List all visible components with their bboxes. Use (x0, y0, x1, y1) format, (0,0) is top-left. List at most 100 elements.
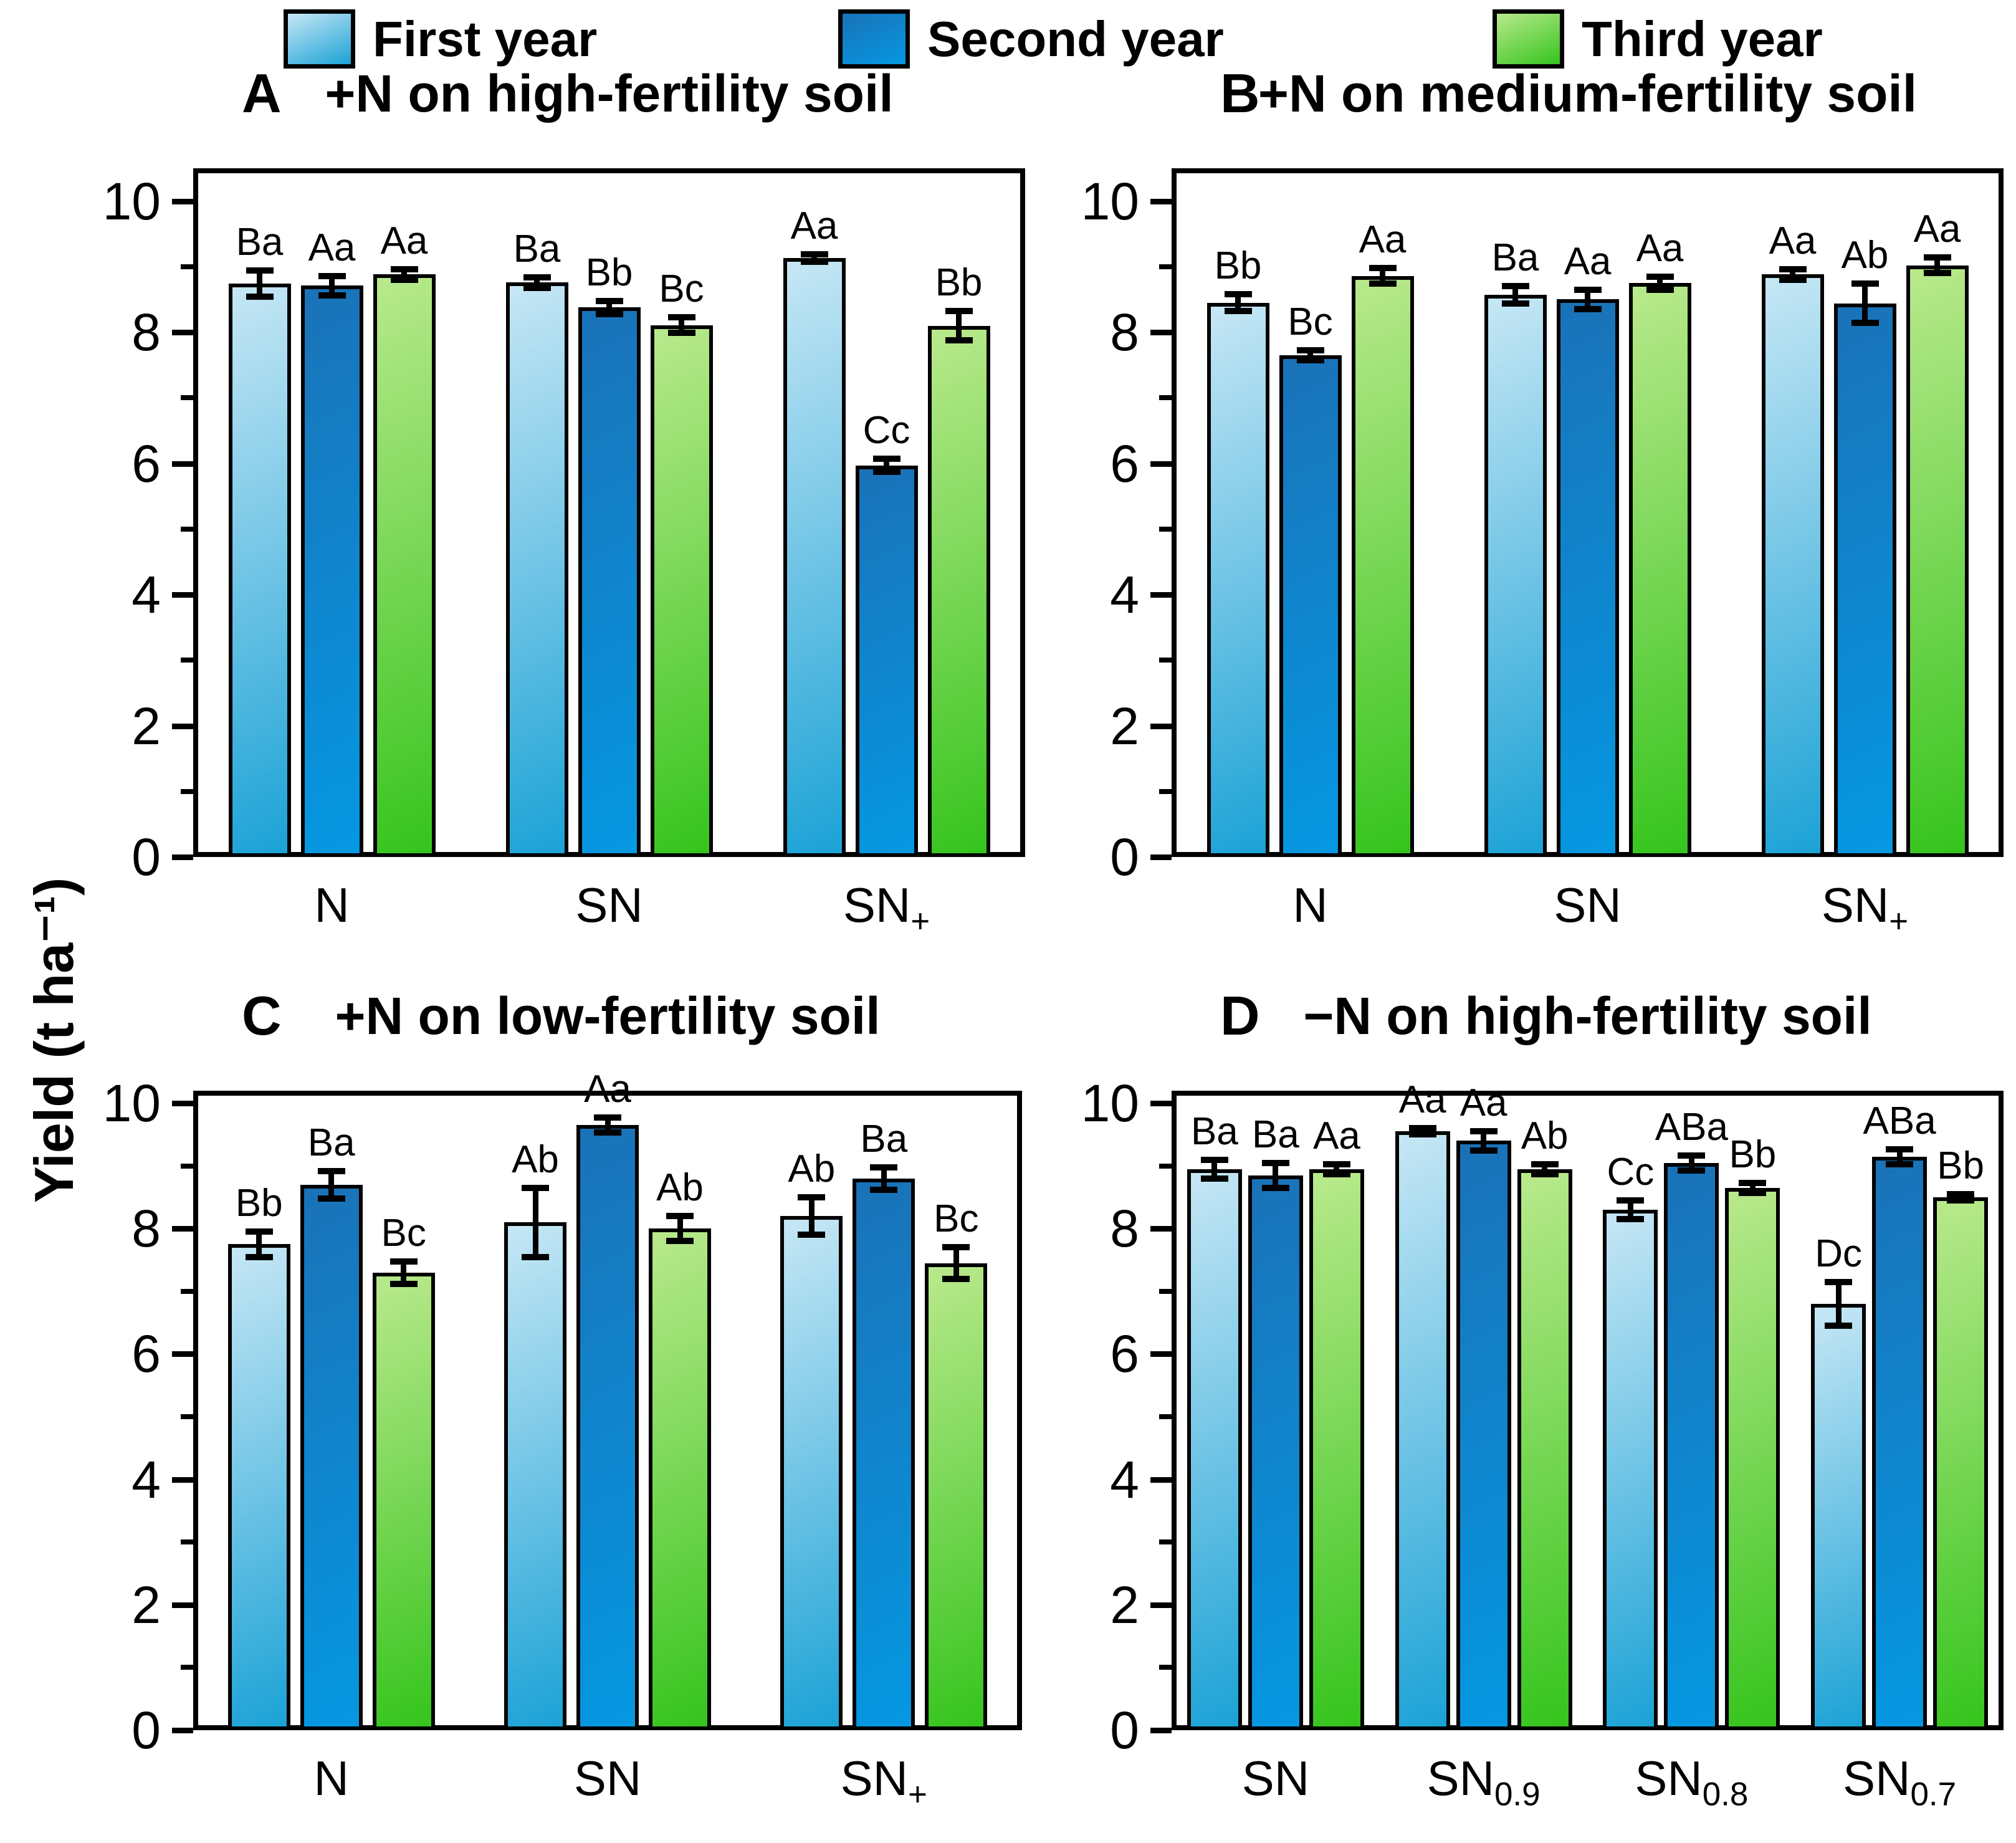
error-bar-cap-bottom (245, 1253, 273, 1260)
significance-label: Ab (512, 1137, 559, 1181)
error-bar-cap-bottom (1574, 306, 1602, 313)
significance-label: Aa (1398, 1078, 1446, 1122)
bar-second-year (300, 285, 363, 857)
y-minor-tick (181, 395, 193, 401)
error-bar-cap-bottom (1531, 1170, 1559, 1177)
error-bar-cap-bottom (390, 276, 418, 283)
bar-second-year (1833, 303, 1896, 857)
y-tick-label: 2 (1110, 1575, 1139, 1634)
error-bar-cap-bottom (523, 284, 551, 291)
error-bar-cap-bottom (942, 1275, 970, 1282)
bar-first-year (228, 284, 291, 857)
error-bar-cap-bottom (1851, 320, 1879, 327)
error-bar-cap-top (246, 267, 274, 274)
error-bar-stem (401, 1261, 407, 1284)
x-group-label: SN (1554, 878, 1622, 932)
error-bar-stem (1512, 286, 1518, 304)
y-major-tick (1150, 854, 1172, 860)
y-major-tick (172, 1351, 193, 1357)
y-major-tick (172, 1477, 193, 1483)
error-bar-cap-top (1261, 1159, 1289, 1166)
x-group-label: SN0.8 (1635, 1751, 1749, 1813)
panel-a-letter: A (242, 62, 282, 124)
significance-label: Aa (308, 226, 356, 269)
y-minor-tick (1159, 1539, 1172, 1545)
y-tick-label: 0 (131, 828, 161, 886)
x-group-label: SN (1241, 1751, 1310, 1806)
y-minor-tick (181, 1414, 193, 1420)
y-minor-tick (1159, 395, 1172, 401)
x-group-label: N (1292, 878, 1328, 932)
significance-label: Aa (790, 204, 838, 247)
y-major-tick (172, 198, 193, 204)
bar-second-year (578, 307, 641, 857)
significance-label: Ba (513, 227, 561, 270)
significance-label: Ba (860, 1117, 908, 1161)
significance-label: Aa (1769, 219, 1817, 263)
x-group-label-subscript: 0.7 (1910, 1776, 1957, 1813)
y-tick-label: 0 (1110, 1701, 1139, 1759)
error-bar-cap-bottom (1825, 1323, 1853, 1329)
y-tick-label: 2 (131, 696, 161, 755)
error-bar-cap-bottom (522, 1253, 549, 1260)
significance-label: Aa (1312, 1114, 1360, 1157)
significance-label: Bb (235, 1182, 283, 1225)
y-tick-label: 8 (131, 1199, 161, 1258)
y-minor-tick (181, 526, 193, 532)
error-bar-cap-bottom (1369, 280, 1397, 287)
bar-third-year (373, 274, 436, 857)
error-bar-cap-top (1617, 1197, 1645, 1204)
y-tick-label: 2 (131, 1575, 161, 1634)
error-bar-stem (1420, 1128, 1426, 1135)
y-minor-tick (181, 264, 193, 269)
y-major-tick (1150, 723, 1172, 729)
y-tick-label: 6 (131, 1324, 161, 1384)
error-bar-stem (401, 269, 407, 280)
bar-first-year (1395, 1131, 1450, 1730)
y-minor-tick (1159, 264, 1172, 269)
error-bar-cap-top (666, 1213, 694, 1220)
error-bar-cap-top (1851, 280, 1879, 287)
significance-label: Aa (1459, 1081, 1507, 1125)
bar-third-year (927, 325, 990, 857)
y-minor-tick (181, 788, 193, 794)
error-bar-cap-top (800, 251, 828, 257)
y-tick-label: 4 (131, 1450, 161, 1509)
error-bar-cap-top (872, 456, 901, 462)
y-tick-label: 6 (131, 434, 161, 493)
panel-b-letter: B (1220, 62, 1260, 124)
error-bar-cap-top (522, 1184, 549, 1191)
y-tick-label: 10 (102, 1074, 161, 1133)
significance-label: Ba (236, 221, 284, 264)
significance-label: Ba (1251, 1113, 1299, 1156)
panel-b-title: +N on medium-fertility soil (1258, 64, 1918, 123)
y-axis-title: Yield (t ha⁻¹) (23, 877, 85, 1203)
y-major-tick (172, 1602, 193, 1608)
error-bar-stem (329, 275, 335, 296)
error-bar-cap-top (1469, 1128, 1498, 1135)
error-bar-cap-top (1923, 254, 1951, 261)
error-bar-cap-bottom (1408, 1131, 1436, 1138)
error-bar-cap-top (798, 1194, 826, 1200)
legend-item-second-year: Second year (838, 9, 1224, 69)
y-minor-tick (181, 658, 193, 663)
bar-first-year (1603, 1210, 1658, 1730)
bar-second-year (853, 1178, 915, 1730)
bar-second-year (300, 1184, 363, 1730)
error-bar-stem (1835, 1281, 1842, 1326)
error-bar-cap-top (318, 272, 346, 279)
significance-label: Aa (380, 219, 428, 263)
significance-label: Aa (1636, 226, 1684, 270)
error-bar-cap-top (594, 1114, 621, 1121)
y-major-tick (1150, 1477, 1172, 1483)
significance-label: Ba (1190, 1109, 1238, 1153)
y-major-tick (1150, 592, 1172, 598)
error-bar-cap-top (1779, 266, 1807, 273)
error-bar-cap-top (1574, 286, 1602, 293)
significance-label: Ab (788, 1147, 836, 1190)
error-bar-cap-bottom (594, 1129, 621, 1136)
bar-third-year (1933, 1197, 1989, 1730)
y-minor-tick (1159, 658, 1172, 663)
y-minor-tick (1159, 526, 1172, 532)
error-bar-cap-bottom (798, 1232, 826, 1238)
